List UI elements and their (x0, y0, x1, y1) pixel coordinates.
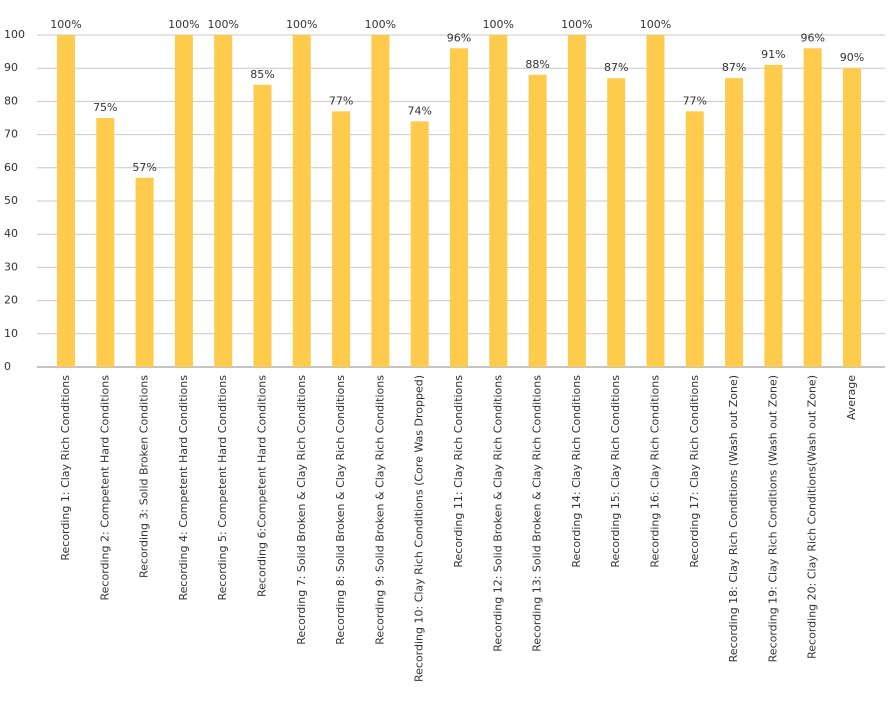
value-label: 77% (329, 94, 353, 107)
x-tick-label: Recording 19: Clay Rich Conditions (Wash… (766, 375, 779, 662)
value-label: 90% (840, 51, 864, 64)
bar (135, 177, 154, 367)
value-label: 77% (683, 94, 707, 107)
bar (410, 121, 429, 367)
x-tick-label: Recording 16: Clay Rich Conditions (649, 375, 662, 568)
bar (725, 78, 744, 367)
bar (764, 64, 783, 367)
value-label: 87% (604, 61, 628, 74)
x-tick-label: Recording 15: Clay Rich Conditions (609, 375, 622, 568)
bar (57, 35, 75, 367)
x-tick-label: Recording 4: Competent Hard Conditions (177, 375, 190, 601)
value-label: 100% (483, 18, 514, 31)
bar (567, 35, 586, 367)
y-tick-label: 100 (4, 28, 25, 41)
y-tick-label: 80 (4, 94, 18, 107)
bar (174, 35, 193, 367)
bar (528, 74, 547, 367)
value-label: 96% (800, 31, 824, 44)
value-label: 100% (168, 18, 199, 31)
bar (292, 35, 311, 367)
y-tick-label: 10 (4, 327, 18, 340)
x-tick-label: Recording 18: Clay Rich Conditions (Wash… (727, 375, 740, 662)
y-tick-label: 60 (4, 161, 18, 174)
y-tick-label: 90 (4, 61, 18, 74)
value-label: 74% (407, 104, 431, 117)
bar (646, 35, 665, 367)
value-label: 91% (761, 48, 785, 61)
y-tick-label: 20 (4, 294, 18, 307)
x-tick-label: Recording 8: Solid Broken & Clay Rich Co… (334, 375, 347, 645)
value-label: 96% (447, 31, 471, 44)
x-tick-label: Recording 20: Clay Rich Conditions(Wash … (806, 375, 819, 659)
bar (332, 111, 351, 367)
x-tick-label: Recording 1: Clay Rich Conditions (59, 375, 72, 561)
value-label: 85% (250, 68, 274, 81)
y-tick-label: 30 (4, 260, 18, 273)
x-tick-label: Recording 11: Clay Rich Conditions (452, 375, 465, 568)
x-tick-label: Recording 6:Competent Hard Conditions (256, 375, 269, 597)
x-tick-label: Recording 3: Solid Broken Conditions (138, 375, 151, 578)
value-label: 100% (365, 18, 396, 31)
x-tick-label: Recording 2: Competent Hard Conditions (98, 375, 111, 601)
y-tick-label: 50 (4, 194, 18, 207)
x-tick-label: Recording 12: Solid Broken & Clay Rich C… (491, 375, 504, 652)
value-label: 75% (93, 101, 117, 114)
x-tick-label: Recording 13: Solid Broken & Clay Rich C… (531, 375, 544, 652)
value-label: 87% (722, 61, 746, 74)
y-tick-label: 0 (4, 360, 11, 373)
bar (96, 118, 115, 367)
bar (685, 111, 704, 367)
bar (803, 48, 822, 367)
x-tick-label: Average (845, 375, 858, 420)
value-label: 57% (132, 161, 156, 174)
value-label: 100% (50, 18, 81, 31)
bar (489, 35, 508, 367)
x-tick-label: Recording 10: Clay Rich Conditions (Core… (413, 375, 426, 682)
x-tick-label: Recording 7: Solid Broken & Clay Rich Co… (295, 375, 308, 645)
value-label: 100% (561, 18, 592, 31)
y-tick-label: 70 (4, 128, 18, 141)
bar (450, 48, 468, 367)
y-tick-label: 40 (4, 227, 18, 240)
value-label: 100% (286, 18, 317, 31)
value-label: 88% (525, 58, 549, 71)
x-tick-label: Recording 9: Solid Broken & Clay Rich Co… (373, 375, 386, 645)
bar (371, 35, 390, 367)
bar (843, 68, 861, 367)
x-tick-label: Recording 14: Clay Rich Conditions (570, 375, 583, 568)
value-label: 100% (640, 18, 671, 31)
bar (253, 84, 272, 368)
x-tick-label: Recording 17: Clay Rich Conditions (688, 375, 701, 568)
value-label: 100% (207, 18, 238, 31)
bar (214, 35, 233, 367)
bar (607, 78, 626, 367)
x-tick-label: Recording 5: Competent Hard Conditions (216, 375, 229, 601)
